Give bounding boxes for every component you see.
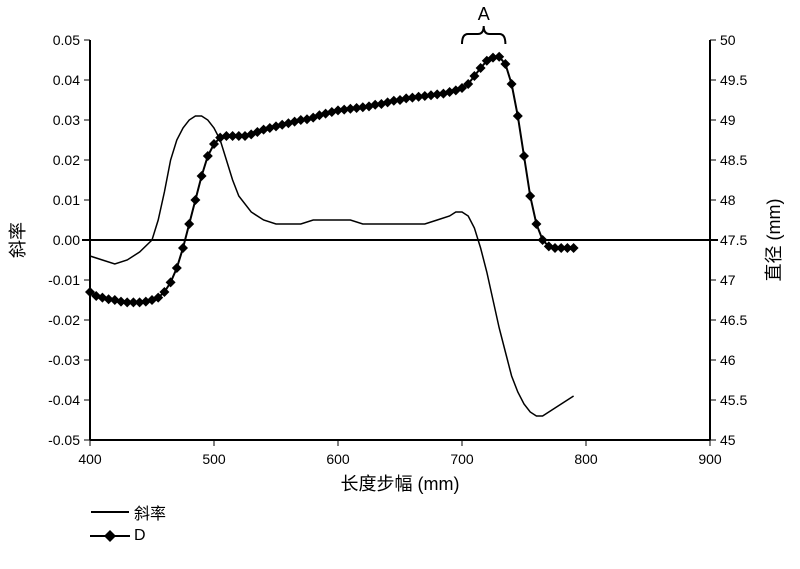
y-right-tick-label: 47.5	[720, 232, 747, 248]
x-tick-label: 400	[78, 451, 102, 467]
y-left-tick-label: 0.02	[53, 152, 80, 168]
y-left-tick-label: 0.04	[53, 72, 80, 88]
legend-label: 斜率	[134, 500, 166, 524]
y-left-tick-label: 0.05	[53, 32, 80, 48]
y-right-tick-label: 45	[720, 432, 736, 448]
y-right-axis-label: 直径 (mm)	[764, 199, 784, 282]
legend-item-d: D	[90, 524, 166, 548]
series-slope	[90, 116, 574, 416]
annotation-label: A	[478, 4, 490, 24]
diamond-marker	[569, 243, 579, 253]
x-tick-label: 800	[574, 451, 598, 467]
x-tick-label: 700	[450, 451, 474, 467]
y-right-tick-label: 49	[720, 112, 736, 128]
annotation-bracket	[462, 26, 505, 44]
diamond-marker	[513, 111, 523, 121]
chart-svg: 400 500 600 700 800 900 -0.05 -0.04 -0.03 -0.02 -0…	[0, 0, 800, 569]
y-left-axis-label: 斜率	[8, 222, 28, 258]
legend: 斜率 D	[90, 500, 166, 548]
y-left-tick-label: -0.04	[48, 392, 80, 408]
diamond-marker	[203, 151, 213, 161]
y-right-tick-label: 49.5	[720, 72, 747, 88]
y-right-tick-label: 48.5	[720, 152, 747, 168]
diamond-marker	[172, 263, 182, 273]
diamond-marker	[184, 219, 194, 229]
diamond-marker	[197, 171, 207, 181]
y-right-tick-label: 50	[720, 32, 736, 48]
y-right-tick-label: 47	[720, 272, 736, 288]
y-left-tick-label: -0.01	[48, 272, 80, 288]
legend-item-slope: 斜率	[90, 500, 166, 524]
y-left-tick-label: -0.02	[48, 312, 80, 328]
y-right-tick-label: 48	[720, 192, 736, 208]
y-left-tick-label: -0.05	[48, 432, 80, 448]
diamond-marker	[507, 79, 517, 89]
y-right-tick-label: 45.5	[720, 392, 747, 408]
y-left-tick-label: 0.00	[53, 232, 80, 248]
legend-swatch-line	[90, 502, 130, 522]
legend-label: D	[134, 527, 146, 545]
diamond-marker	[190, 195, 200, 205]
x-tick-label: 900	[698, 451, 722, 467]
chart-container: 400 500 600 700 800 900 -0.05 -0.04 -0.03 -0.02 -0…	[0, 0, 800, 569]
x-axis-label: 长度步幅 (mm)	[341, 474, 460, 494]
diamond-marker	[519, 151, 529, 161]
y-right-tick-label: 46	[720, 352, 736, 368]
x-tick-label: 500	[202, 451, 226, 467]
diamond-marker	[178, 243, 188, 253]
y-left-tick-label: 0.03	[53, 112, 80, 128]
series-diameter	[90, 57, 574, 303]
diamond-marker	[531, 219, 541, 229]
diamond-marker	[525, 191, 535, 201]
diamond-marker	[166, 277, 176, 287]
y-right-tick-label: 46.5	[720, 312, 747, 328]
x-tick-label: 600	[326, 451, 350, 467]
legend-swatch-diamond	[90, 526, 130, 546]
y-left-tick-label: -0.03	[48, 352, 80, 368]
y-left-tick-label: 0.01	[53, 192, 80, 208]
